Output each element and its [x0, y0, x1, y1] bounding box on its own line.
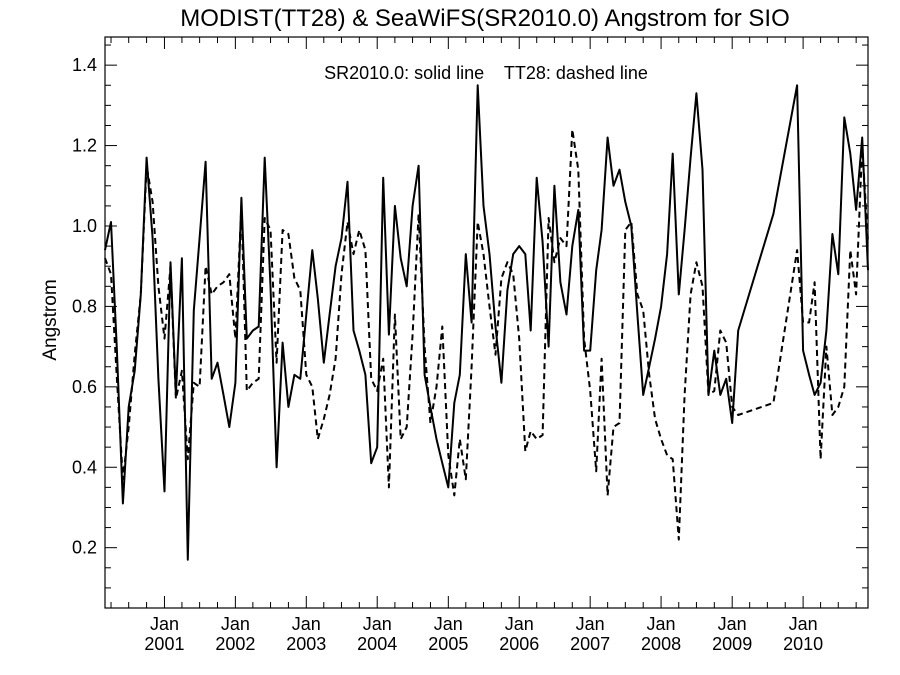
x-tick-year-label: 2005	[428, 634, 468, 654]
x-tick-month-label: Jan	[718, 614, 747, 634]
x-tick-year-label: 2001	[144, 634, 184, 654]
x-tick-year-label: 2008	[641, 634, 681, 654]
sr2010-0-series-line	[104, 84, 869, 561]
y-tick-label: 0.2	[72, 538, 97, 558]
x-tick-month-label: Jan	[647, 614, 676, 634]
y-tick-label: 1.4	[72, 55, 97, 75]
x-tick-year-label: 2004	[357, 634, 397, 654]
x-tick-year-label: 2009	[712, 634, 752, 654]
chart-title: MODIST(TT28) & SeaWiFS(SR2010.0) Angstro…	[180, 5, 790, 32]
axes: 0.20.40.60.81.01.21.4Jan2001Jan2002Jan20…	[72, 37, 868, 654]
x-tick-month-label: Jan	[576, 614, 605, 634]
y-tick-label: 0.8	[72, 296, 97, 316]
legend-annotation: SR2010.0: solid line TT28: dashed line	[324, 63, 648, 83]
y-tick-label: 0.6	[72, 377, 97, 397]
tt28-series-line	[104, 128, 869, 541]
x-tick-month-label: Jan	[363, 614, 392, 634]
y-tick-label: 1.0	[72, 216, 97, 236]
x-tick-year-label: 2003	[286, 634, 326, 654]
y-tick-label: 0.4	[72, 457, 97, 477]
x-tick-month-label: Jan	[505, 614, 534, 634]
x-tick-year-label: 2007	[570, 634, 610, 654]
plot-frame	[104, 36, 869, 609]
x-tick-month-label: Jan	[150, 614, 179, 634]
x-tick-month-label: Jan	[789, 614, 818, 634]
x-tick-year-label: 2006	[499, 634, 539, 654]
x-tick-month-label: Jan	[434, 614, 463, 634]
x-tick-year-label: 2002	[215, 634, 255, 654]
y-tick-label: 1.2	[72, 136, 97, 156]
series-group	[104, 84, 869, 561]
x-tick-month-label: Jan	[221, 614, 250, 634]
x-tick-month-label: Jan	[292, 614, 321, 634]
y-axis-label: Angstrom	[40, 279, 61, 360]
x-tick-year-label: 2010	[783, 634, 823, 654]
